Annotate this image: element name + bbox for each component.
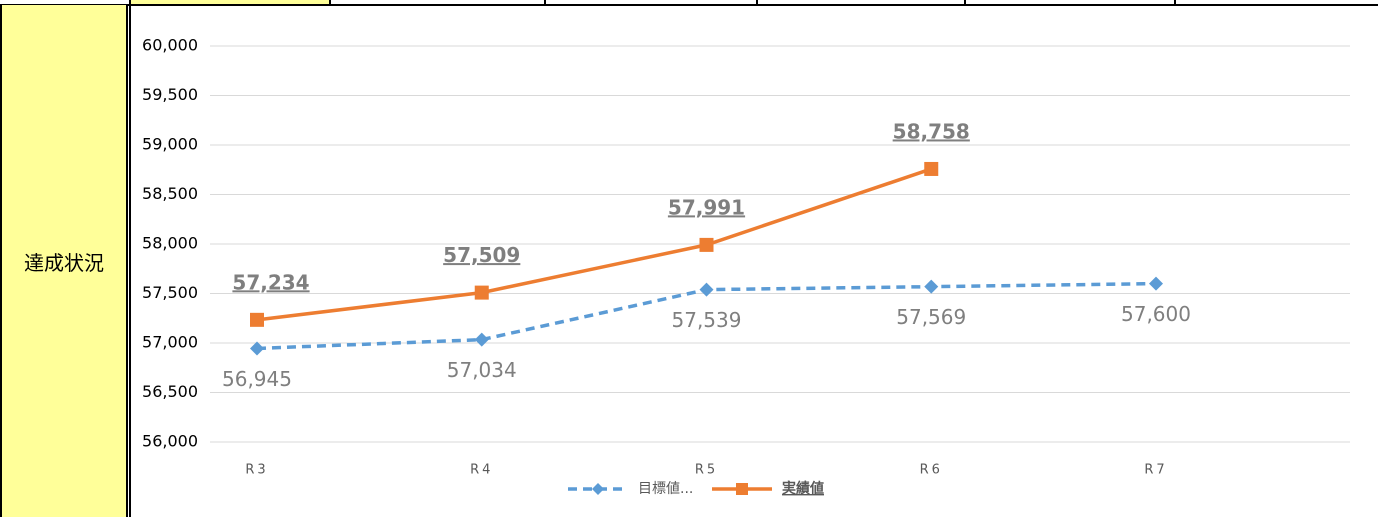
y-tick-label: 59,000: [142, 135, 198, 154]
series-line: [256, 167, 932, 322]
x-tick-label: R7: [1144, 463, 1167, 478]
data-label: 57,569: [896, 305, 966, 329]
x-tick-label: R3: [245, 463, 268, 478]
data-label: 57,034: [447, 358, 517, 382]
data-label: 58,758: [893, 119, 970, 143]
y-tick-label: 57,500: [142, 283, 198, 302]
data-label: 57,991: [668, 195, 745, 219]
marker: [474, 285, 489, 300]
data-label: 57,600: [1121, 302, 1191, 326]
data-label: 57,539: [672, 308, 742, 332]
y-tick-label: 56,500: [142, 382, 198, 401]
header-cell: [130, 0, 330, 4]
legend-marker: [592, 483, 604, 495]
header-borders: [129, 0, 1176, 517]
x-tick-label: R5: [695, 463, 718, 478]
marker: [1149, 276, 1163, 291]
y-tick-label: 59,500: [142, 85, 198, 104]
data-label: 57,234: [232, 270, 309, 294]
y-tick-label: 57,000: [142, 333, 198, 352]
data-label: 56,945: [222, 367, 292, 391]
x-tick-label: R4: [470, 463, 493, 478]
y-tick-label: 58,500: [142, 184, 198, 203]
legend-label: 目標値...: [638, 481, 693, 497]
x-tick-label: R6: [920, 463, 943, 478]
marker: [699, 282, 714, 297]
marker: [699, 237, 714, 252]
row-label: 達成状況: [0, 5, 128, 517]
marker: [474, 332, 489, 347]
legend-label: 実績値: [782, 480, 824, 497]
marker: [924, 279, 939, 294]
data-label: 57,509: [443, 243, 520, 267]
legend-marker: [736, 483, 748, 495]
y-tick-label: 56,000: [142, 432, 198, 451]
marker: [250, 312, 264, 327]
y-tick-label: 58,000: [142, 234, 198, 253]
y-tick-label: 60,000: [142, 36, 198, 55]
marker: [924, 161, 939, 176]
marker: [250, 341, 264, 356]
